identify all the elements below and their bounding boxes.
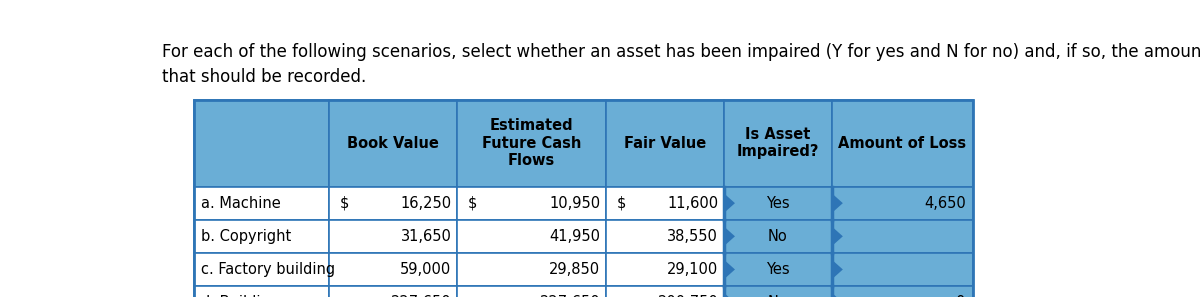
Text: 29,850: 29,850 xyxy=(548,262,600,277)
Text: Yes: Yes xyxy=(766,262,790,277)
Bar xyxy=(457,286,606,297)
Bar xyxy=(193,100,973,297)
Text: No: No xyxy=(768,295,787,297)
Bar xyxy=(606,220,724,253)
Bar xyxy=(329,253,457,286)
Bar xyxy=(193,187,329,220)
Text: No: No xyxy=(768,229,787,244)
Polygon shape xyxy=(832,260,842,279)
Polygon shape xyxy=(724,226,734,246)
Bar xyxy=(193,253,329,286)
Text: For each of the following scenarios, select whether an asset has been impaired (: For each of the following scenarios, sel… xyxy=(162,42,1200,86)
Polygon shape xyxy=(724,193,734,213)
Text: d. Building: d. Building xyxy=(202,295,280,297)
Bar xyxy=(329,100,457,187)
Bar xyxy=(606,100,724,187)
Bar xyxy=(329,187,457,220)
Bar xyxy=(832,100,973,187)
Text: 200,750: 200,750 xyxy=(658,295,719,297)
Text: 59,000: 59,000 xyxy=(400,262,451,277)
Text: 0: 0 xyxy=(956,295,966,297)
Bar xyxy=(329,220,457,253)
Text: b. Copyright: b. Copyright xyxy=(202,229,292,244)
Text: Is Asset
Impaired?: Is Asset Impaired? xyxy=(737,127,818,159)
Text: 10,950: 10,950 xyxy=(548,196,600,211)
Bar xyxy=(606,253,724,286)
Text: $: $ xyxy=(340,196,349,211)
Bar xyxy=(606,286,724,297)
Text: 38,550: 38,550 xyxy=(667,229,719,244)
Bar xyxy=(832,286,973,297)
Bar xyxy=(193,220,329,253)
Bar xyxy=(457,187,606,220)
Bar xyxy=(193,100,329,187)
Bar xyxy=(724,253,832,286)
Text: 227,650: 227,650 xyxy=(391,295,451,297)
Text: Yes: Yes xyxy=(766,196,790,211)
Text: 29,100: 29,100 xyxy=(667,262,719,277)
Text: Estimated
Future Cash
Flows: Estimated Future Cash Flows xyxy=(481,118,581,168)
Polygon shape xyxy=(832,226,842,246)
Text: 41,950: 41,950 xyxy=(550,229,600,244)
Bar xyxy=(832,187,973,220)
Bar xyxy=(724,220,832,253)
Bar xyxy=(724,286,832,297)
Bar xyxy=(832,253,973,286)
Text: a. Machine: a. Machine xyxy=(202,196,281,211)
Bar xyxy=(832,220,973,253)
Polygon shape xyxy=(724,293,734,297)
Text: Book Value: Book Value xyxy=(347,136,439,151)
Text: c. Factory building: c. Factory building xyxy=(202,262,335,277)
Bar xyxy=(193,286,329,297)
Text: 4,650: 4,650 xyxy=(924,196,966,211)
Bar xyxy=(606,187,724,220)
Text: 31,650: 31,650 xyxy=(401,229,451,244)
Bar xyxy=(457,100,606,187)
Polygon shape xyxy=(724,260,734,279)
Text: 11,600: 11,600 xyxy=(667,196,719,211)
Text: Fair Value: Fair Value xyxy=(624,136,706,151)
Text: 16,250: 16,250 xyxy=(400,196,451,211)
Bar xyxy=(724,100,832,187)
Polygon shape xyxy=(832,193,842,213)
Text: $: $ xyxy=(468,196,478,211)
Text: $: $ xyxy=(617,196,626,211)
Bar xyxy=(457,253,606,286)
Text: Amount of Loss: Amount of Loss xyxy=(839,136,966,151)
Bar xyxy=(457,220,606,253)
Bar xyxy=(724,187,832,220)
Polygon shape xyxy=(832,293,842,297)
Bar xyxy=(329,286,457,297)
Text: 227,650: 227,650 xyxy=(540,295,600,297)
